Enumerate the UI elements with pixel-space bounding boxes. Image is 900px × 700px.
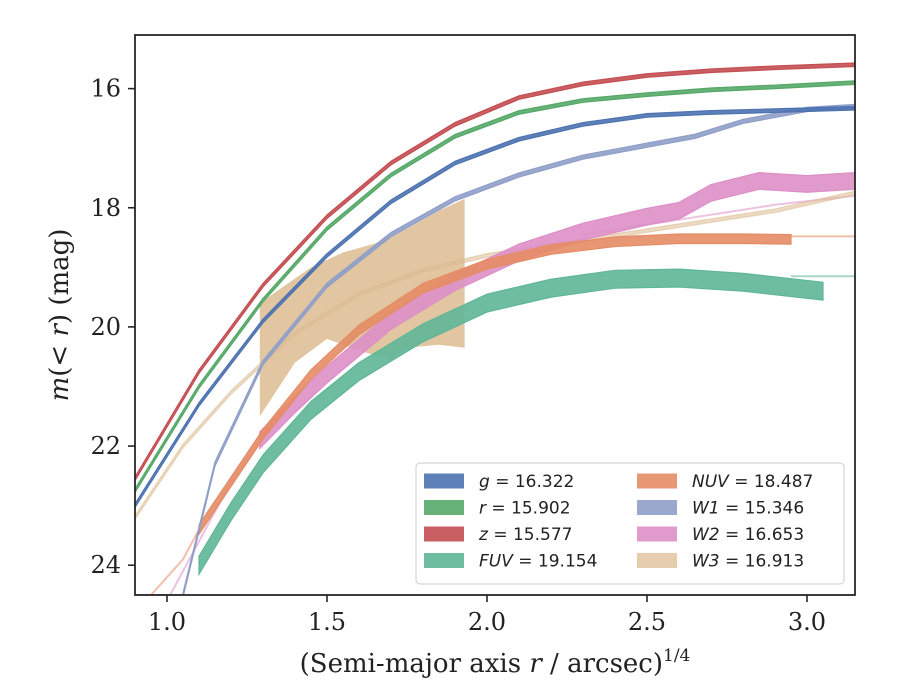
legend-swatch-w1 <box>637 500 677 515</box>
x-tick-label: 3.0 <box>788 608 826 636</box>
series-nuv <box>198 233 792 537</box>
series-r <box>135 80 855 494</box>
legend-label-w2: W2 = 16.653 <box>692 525 804 545</box>
y-tick-label: 20 <box>90 313 121 341</box>
legend-box <box>415 462 845 585</box>
legend-swatch-w3 <box>637 553 677 568</box>
y-axis-title: m(< r) (mag) <box>45 229 75 402</box>
legend-label-w1: W1 = 15.346 <box>692 499 804 519</box>
legend-swatch-nuv <box>637 473 677 489</box>
series-w3 <box>135 190 855 521</box>
x-axis-title-rest: / arcsec) <box>542 649 663 679</box>
legend-swatch-z <box>424 526 464 542</box>
x-tick-label: 1.5 <box>308 608 346 636</box>
x-tick-label: 1.0 <box>148 608 186 636</box>
x-axis-title-sup: 1/4 <box>663 646 690 666</box>
y-tick-label: 22 <box>90 432 121 460</box>
legend-label-r: r = 15.902 <box>479 499 571 519</box>
y-tick-label: 16 <box>90 75 121 103</box>
plot-area <box>135 62 855 595</box>
w3-shaded-region <box>259 198 465 417</box>
x-axis-title-main: (Semi-major axis <box>300 649 530 679</box>
y-axis-title-rest2: ) (mag) <box>45 229 75 325</box>
x-tick-label: 2.5 <box>628 608 666 636</box>
series-w1 <box>182 103 855 595</box>
y-axis-title-var2: r <box>45 323 75 337</box>
y-axis-title-rest: (< <box>45 337 75 377</box>
plot-frame <box>134 34 856 596</box>
y-axis: 16 18 20 22 24 <box>90 75 135 579</box>
legend-label-g: g = 16.322 <box>479 472 574 492</box>
x-tick-label: 2.0 <box>468 608 506 636</box>
y-tick-label: 18 <box>90 194 121 222</box>
legend-label-nuv: NUV = 18.487 <box>692 472 813 492</box>
thin-line-nuv <box>150 528 200 595</box>
legend: g = 16.322 r = 15.902 z = 15.577 FUV = 19.1… <box>415 462 845 585</box>
series-g <box>135 105 855 509</box>
legend-swatch-w2 <box>637 526 677 542</box>
legend-label-z: z = 15.577 <box>478 525 572 545</box>
series-fuv <box>198 268 824 577</box>
legend-swatch-r <box>424 500 464 515</box>
legend-label-w3: W3 = 16.913 <box>692 552 804 572</box>
legend-swatch-fuv <box>424 553 464 568</box>
legend-swatch-g <box>424 473 464 489</box>
series-z <box>135 62 855 482</box>
x-axis-title-var: r <box>529 649 543 679</box>
x-axis: 1.0 1.5 2.0 2.5 3.0 <box>148 595 826 636</box>
y-axis-title-var: m <box>45 377 75 402</box>
y-tick-label: 24 <box>90 551 121 579</box>
legend-label-fuv: FUV = 19.154 <box>479 552 597 572</box>
x-axis-title: (Semi-major axis r / arcsec)1/4 <box>300 646 691 679</box>
